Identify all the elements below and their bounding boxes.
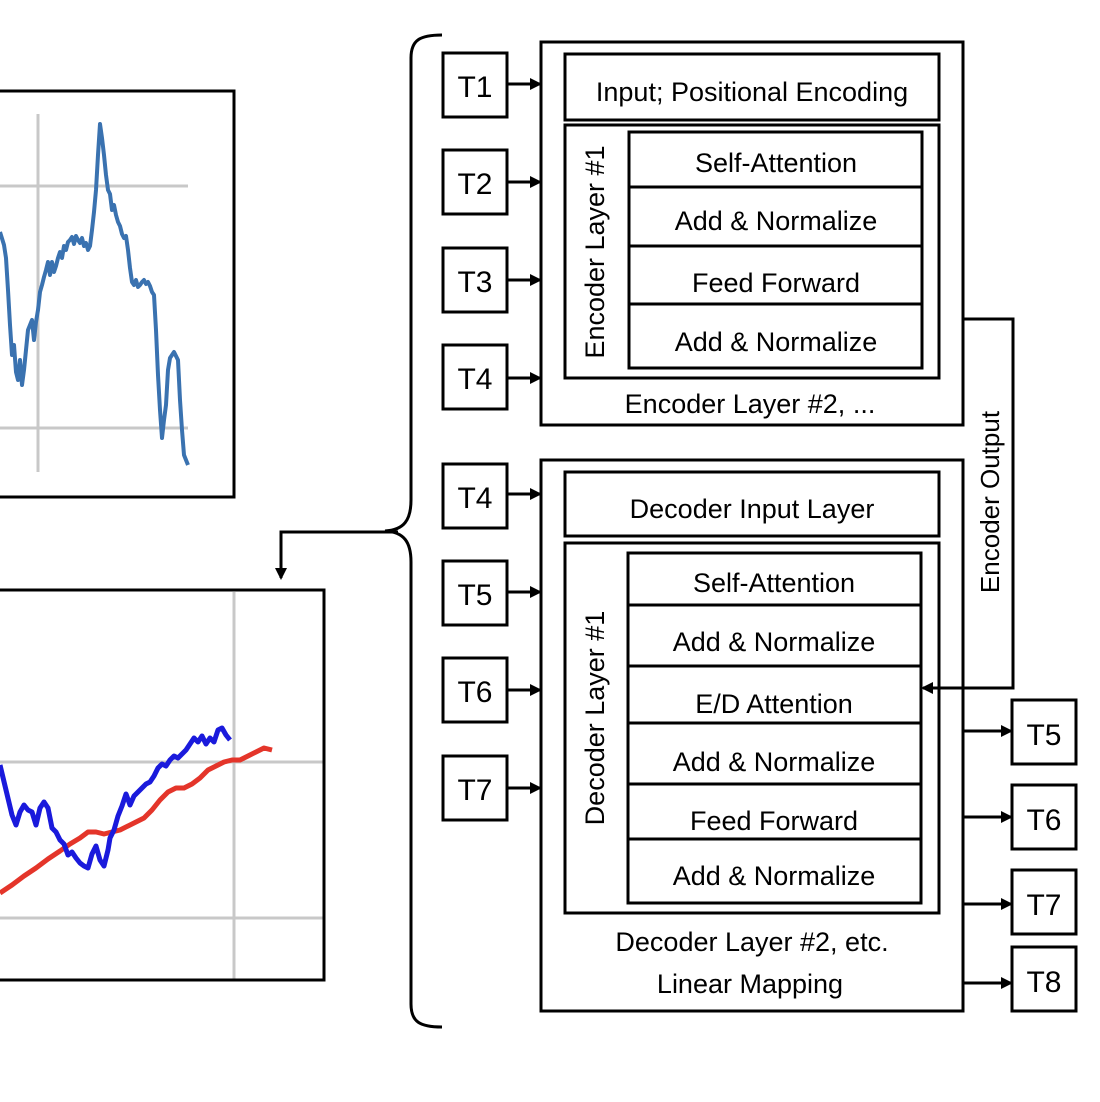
decoder-input-layer-box (563, 470, 941, 538)
encoder-sublayer-label: Feed Forward (692, 268, 860, 298)
decoder-sublayer-label: Feed Forward (690, 806, 858, 836)
decoder-layer2-label: Decoder Layer #2, etc. (615, 927, 888, 957)
encoder-layer1-label: Encoder Layer #1 (580, 145, 610, 358)
token-box (441, 559, 509, 627)
token-box (1010, 783, 1078, 851)
token-label: T8 (1026, 966, 1061, 999)
encoder-outer-box (539, 40, 965, 427)
trend-series-line (0, 745, 273, 896)
decoder-outer-box (539, 458, 965, 1013)
encoder-output-connector (921, 317, 1015, 694)
linear-mapping-label: Linear Mapping (657, 969, 843, 999)
decoder-sublayer-label: Self-Attention (693, 568, 855, 598)
token-label: T5 (457, 579, 492, 612)
decoder-block: Decoder Input Layer Decoder Layer #1 Sel… (539, 458, 965, 1013)
token-box (1010, 868, 1078, 936)
token-box (441, 51, 509, 119)
encoder-sublayer-box (627, 302, 924, 370)
decoder-input-layer-label: Decoder Input Layer (630, 494, 875, 524)
decoder-sublayer-box (626, 837, 923, 905)
token-label: T6 (457, 676, 492, 709)
token-label: T7 (1026, 889, 1061, 922)
token-label: T2 (457, 168, 492, 201)
encoder-input-layer-label: Input; Positional Encoding (596, 77, 908, 107)
encoder-sublayer-label: Add & Normalize (675, 327, 878, 357)
input-series-chart (0, 89, 236, 499)
decoder-sublayer-label: Add & Normalize (673, 861, 876, 891)
token-box (1010, 698, 1078, 766)
prediction-chart (0, 588, 326, 982)
curly-brace (384, 33, 443, 1029)
token-label: T1 (457, 71, 492, 104)
token-label: T5 (1026, 719, 1061, 752)
token-label: T4 (457, 482, 492, 515)
token-box (441, 462, 509, 530)
decoder-sublayer-label: E/D Attention (695, 689, 853, 719)
encoder-sublayer-label: Add & Normalize (675, 206, 878, 236)
token-box (1010, 945, 1078, 1013)
token-box (441, 656, 509, 724)
token-label: T4 (457, 363, 492, 396)
token-label: T6 (1026, 804, 1061, 837)
encoder-sublayer-label: Self-Attention (695, 148, 857, 178)
encoder-layer2-label: Encoder Layer #2, ... (625, 389, 876, 419)
token-label: T7 (457, 774, 492, 807)
encoder-block: Input; Positional Encoding Encoder Layer… (539, 40, 965, 427)
token-box (441, 246, 509, 314)
chart-frame (0, 89, 236, 499)
decoder-sublayer-label: Add & Normalize (673, 747, 876, 777)
decoder-output-tokens: T5 T6 T7 T8 (963, 698, 1078, 1013)
token-label: T3 (457, 266, 492, 299)
decoder-layer1-box (563, 541, 941, 915)
encoder-output-label: Encoder Output (975, 410, 1005, 593)
decoder-input-tokens: T4 T5 T6 T7 (441, 462, 542, 822)
decoder-sublayer-label: Add & Normalize (673, 627, 876, 657)
encoder-input-layer-box (563, 52, 941, 122)
chart-frame (0, 588, 326, 982)
predicted-series-line (0, 725, 232, 871)
output-arrow (275, 530, 398, 580)
decoder-layer1-label: Decoder Layer #1 (580, 611, 610, 826)
input-series-line (0, 122, 190, 466)
encoder-input-tokens: T1 T2 T3 T4 (441, 51, 542, 411)
token-box (441, 754, 509, 822)
encoder-layer1-box (563, 123, 941, 380)
